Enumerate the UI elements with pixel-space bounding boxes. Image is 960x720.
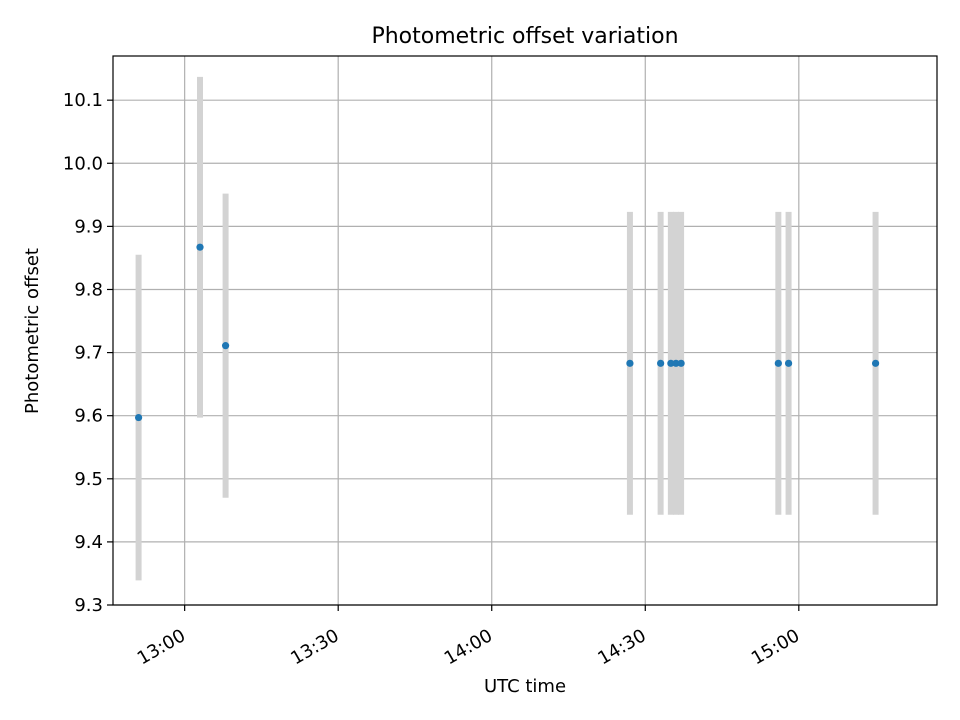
y-tick-label: 9.3 bbox=[74, 595, 103, 616]
data-point bbox=[667, 359, 675, 367]
data-point bbox=[672, 359, 680, 367]
data-point bbox=[774, 359, 782, 367]
y-tick-label: 9.5 bbox=[74, 469, 103, 490]
x-axis-label: UTC time bbox=[484, 676, 566, 697]
y-tick-label: 10.0 bbox=[63, 153, 103, 174]
y-tick-label: 9.7 bbox=[74, 343, 103, 364]
data-point bbox=[784, 359, 793, 367]
data-point bbox=[871, 359, 880, 367]
y-tick-label: 9.8 bbox=[74, 279, 103, 300]
data-point bbox=[677, 359, 685, 367]
y-tick-label: 9.6 bbox=[74, 406, 103, 427]
grid bbox=[113, 56, 937, 606]
data-point bbox=[657, 359, 665, 367]
data-point bbox=[221, 342, 230, 350]
data-points bbox=[134, 243, 880, 422]
data-point bbox=[626, 359, 634, 367]
y-tick-label: 9.9 bbox=[74, 216, 103, 237]
y-tick-label: 9.4 bbox=[74, 532, 103, 553]
data-point bbox=[134, 413, 143, 422]
plot-area-frame bbox=[112, 55, 938, 606]
y-axis-label: Photometric offset bbox=[22, 248, 43, 414]
chart-title: Photometric offset variation bbox=[371, 24, 678, 49]
y-tick-label: 10.1 bbox=[63, 90, 103, 111]
data-point bbox=[196, 243, 204, 251]
